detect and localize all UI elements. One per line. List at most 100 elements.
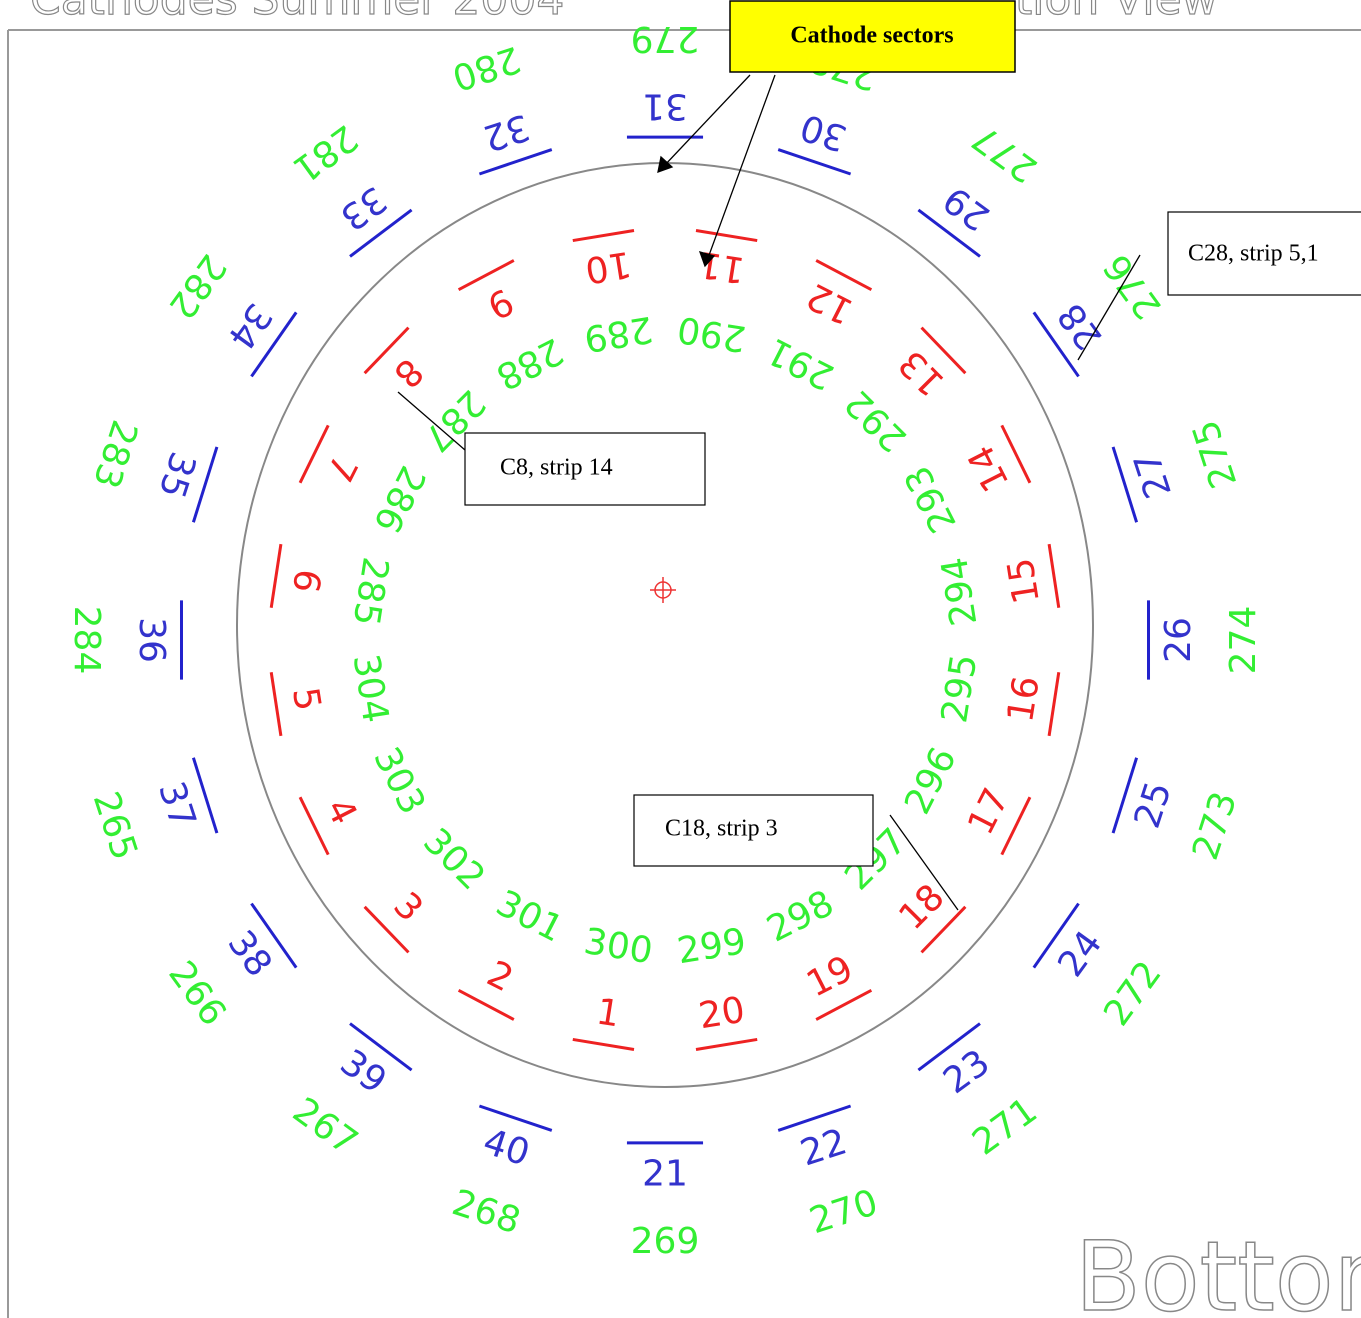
inner-sector: 10 (582, 243, 634, 291)
inner-strip: 302 (415, 821, 493, 899)
inner-sector: 4 (318, 792, 365, 831)
inner-strip: 290 (675, 308, 749, 359)
sector-mark (917, 208, 981, 258)
inner-sector: 7 (318, 449, 365, 488)
sector-mark (1111, 757, 1139, 834)
callout-box (633, 794, 874, 867)
outer-sector: 37 (150, 777, 203, 833)
outer-strip: 268 (447, 1182, 525, 1242)
inner-strip: 300 (581, 921, 655, 972)
outer-sector: 26 (1158, 617, 1199, 663)
sector-mark (478, 148, 553, 176)
sector-mark (695, 1037, 758, 1052)
outer-strip: 282 (160, 246, 234, 326)
sector-mark (920, 905, 967, 954)
sector-mark (1111, 446, 1139, 523)
outer-strip: 283 (85, 415, 145, 493)
outer-strip: 266 (160, 954, 234, 1034)
outer-strip: 277 (965, 116, 1045, 190)
sector-mark (917, 1022, 981, 1072)
inner-strip: 296 (897, 741, 965, 821)
inner-sector: 19 (800, 948, 859, 1005)
inner-sector: 15 (1000, 555, 1048, 607)
inner-strip: 291 (761, 329, 841, 397)
center-marker (650, 577, 676, 603)
inner-strip: 294 (934, 554, 985, 628)
outer-sector: 22 (796, 1121, 852, 1174)
inner-sector: 12 (800, 274, 859, 331)
sector-mark (349, 208, 413, 258)
sector-mark (298, 424, 330, 484)
outer-strip: 270 (805, 1182, 883, 1242)
outer-strip: 276 (1096, 246, 1170, 326)
inner-sector: 9 (480, 280, 519, 327)
outer-strip: 275 (1185, 415, 1245, 493)
sector-mark (250, 902, 298, 969)
sector-mark (1000, 424, 1032, 484)
sector-mark (1032, 311, 1080, 378)
side-label: Bottom (1075, 1221, 1361, 1318)
outer-strip: 267 (285, 1090, 365, 1164)
outer-strip: 271 (965, 1090, 1045, 1164)
sector-mark (1047, 672, 1061, 737)
outer-strip: 265 (85, 787, 145, 865)
inner-strip: 289 (581, 308, 655, 359)
outer-sector: 25 (1127, 777, 1180, 833)
outer-strip: 274 (1223, 606, 1264, 675)
sector-mark (777, 1104, 852, 1132)
sector-mark (572, 228, 635, 243)
outer-sector: 21 (642, 1154, 688, 1195)
sector-mark (572, 1037, 635, 1052)
inner-strip: 293 (897, 459, 965, 539)
inner-sector: 16 (1000, 673, 1048, 725)
callout-box (1167, 211, 1361, 296)
callout-lines (397, 74, 1141, 911)
callout-text: Cathode sectors (790, 23, 953, 49)
callout-box (729, 0, 1016, 73)
view-label: tion View (1015, 0, 1218, 25)
inner-strip: 301 (490, 883, 570, 951)
sector-mark (695, 228, 758, 243)
outer-strip: 284 (66, 606, 107, 675)
sector-mark (457, 988, 515, 1021)
inner-strip: 304 (345, 651, 396, 725)
inner-strip: 295 (934, 651, 985, 725)
outer-strip: 281 (285, 116, 365, 190)
sector-mark (363, 905, 410, 954)
sector-mark (191, 446, 219, 523)
callout-box (464, 432, 706, 506)
inner-sector: 2 (480, 953, 519, 1000)
inner-sector: 1 (594, 991, 623, 1035)
sector-mark (815, 988, 873, 1021)
outer-strip: 279 (631, 18, 700, 59)
inner-sector: 8 (385, 350, 430, 395)
sector-mark (920, 326, 967, 375)
outer-sector: 31 (642, 85, 688, 126)
outer-sector: 27 (1127, 447, 1180, 503)
outer-sector: 36 (131, 617, 172, 663)
outer-strip: 280 (447, 38, 525, 98)
sector-mark (349, 1022, 413, 1072)
sector-mark (777, 148, 852, 176)
sector-mark (250, 311, 298, 378)
inner-sector: 6 (284, 566, 328, 595)
inner-strip: 303 (365, 741, 433, 821)
sector-mark (363, 326, 410, 375)
inner-sector: 20 (696, 990, 748, 1038)
sector-mark (478, 1104, 553, 1132)
sector-mark (457, 259, 515, 292)
sector-mark (1047, 543, 1061, 608)
outer-strip: 273 (1185, 787, 1245, 865)
inner-sector: 17 (960, 782, 1017, 841)
inner-strip: 299 (675, 921, 749, 972)
outer-sector: 32 (478, 105, 534, 158)
inner-sector: 5 (284, 685, 328, 714)
outer-sector: 35 (150, 447, 203, 503)
sector-mark (815, 259, 873, 292)
inner-sector: 3 (385, 885, 430, 930)
outer-strip: 269 (631, 1221, 700, 1262)
